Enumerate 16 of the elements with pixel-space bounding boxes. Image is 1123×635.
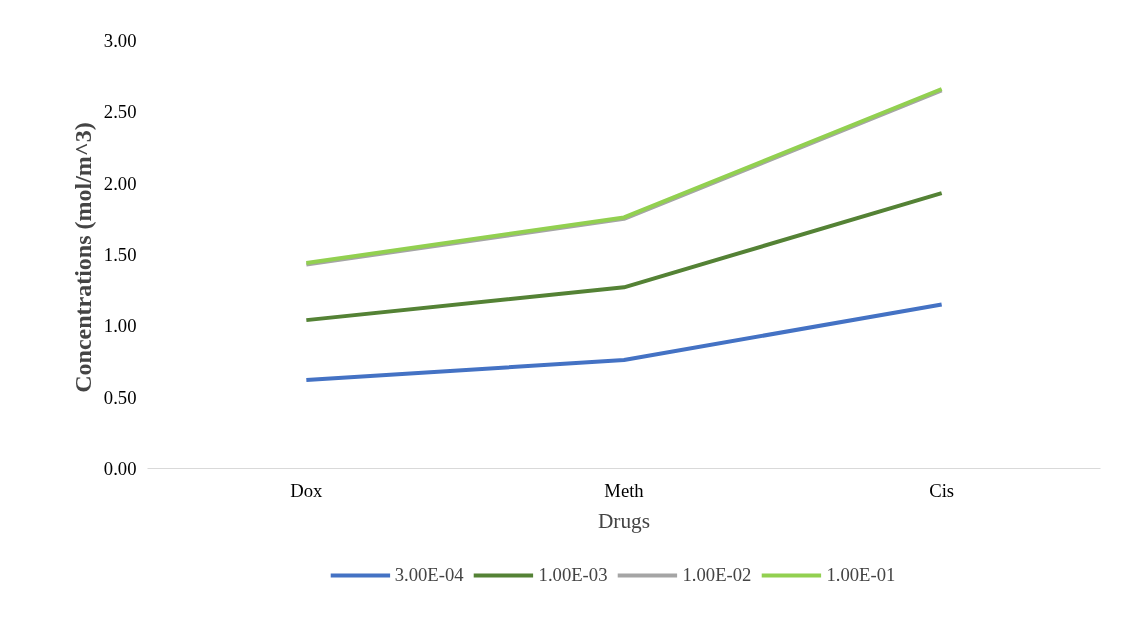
y-axis-title: Concentrations (mol/m^3) [69,122,96,393]
legend-label: 1.00E-02 [682,564,752,586]
y-tick-label: 3.00 [103,30,137,51]
x-tick-label: Meth [604,479,645,501]
y-tick-label: 0.50 [103,386,137,408]
y-tick-label: 1.00 [103,315,137,337]
legend-label: 3.00E-04 [394,564,464,586]
y-tick-label: 2.00 [103,172,137,194]
y-tick-label: 2.50 [103,101,137,123]
legend-label: 1.00E-03 [538,564,608,586]
x-tick-label: Cis [929,479,955,501]
x-tick-label: Dox [290,479,324,501]
y-tick-label: 1.50 [103,244,137,265]
y-tick-label: 0.00 [103,458,137,479]
x-axis-title: Drugs [597,508,651,533]
legend-label: 1.00E-01 [826,564,896,586]
